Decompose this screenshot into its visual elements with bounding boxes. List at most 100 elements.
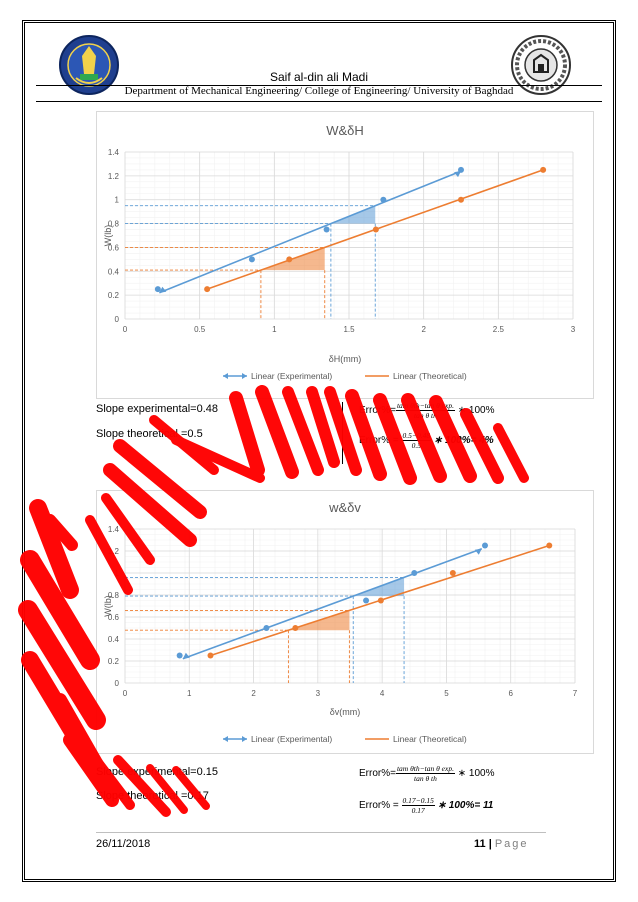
y-tick-label: 1.4 bbox=[108, 148, 120, 157]
x-tick-label: 6 bbox=[508, 689, 513, 698]
error-value-1-fraction: 0.5−0.48 0.5 bbox=[401, 431, 432, 450]
x-tick-label: 1 bbox=[272, 325, 277, 334]
error-value-1-den: 0.5 bbox=[411, 441, 421, 450]
y-tick-label: 0 bbox=[115, 679, 120, 688]
y-tick-label: 1.2 bbox=[108, 547, 120, 556]
data-point-experimental bbox=[482, 542, 488, 549]
data-point-theoretical bbox=[204, 286, 211, 293]
legend-label-experimental: Linear (Experimental) bbox=[251, 371, 332, 381]
footer-page: 11 | Page bbox=[474, 838, 529, 850]
error-formula-2: Error%= tam θth−tan θ exp. tan θ th ∗ 100% bbox=[359, 764, 494, 783]
y-tick-label: 0.2 bbox=[108, 291, 120, 300]
slope-triangle-theoretical bbox=[260, 247, 325, 271]
data-point-theoretical bbox=[292, 625, 299, 631]
legend-arrow-right bbox=[242, 736, 247, 742]
data-point-theoretical bbox=[286, 256, 293, 263]
error-formula-2-prefix: Error%= bbox=[359, 768, 396, 780]
department-line: Department of Mechanical Engineering/ Co… bbox=[124, 85, 514, 97]
trend-arrow-end bbox=[454, 171, 461, 178]
error-value-2-fraction: 0.17−0.15 0.17 bbox=[401, 796, 435, 815]
footer-rule bbox=[96, 832, 546, 833]
error-formula-1-prefix: Error%= bbox=[359, 405, 396, 417]
y-tick-label: 1.4 bbox=[108, 525, 120, 534]
data-point-experimental bbox=[248, 256, 255, 263]
y-tick-label: 0.2 bbox=[108, 657, 120, 666]
chart-w-dv: w&δv 0 0.2 0.4 0.6 0.8 1 1.2 1.4 0 1 2 3 4 5 6 7 δv(mm) W(… bbox=[96, 490, 594, 754]
y-tick-label: 1 bbox=[115, 569, 120, 578]
error-value-2-prefix: Error% = bbox=[359, 800, 399, 812]
page-border bbox=[22, 20, 616, 882]
x-tick-label: 3 bbox=[571, 325, 576, 334]
y-tick-label: 1.2 bbox=[108, 172, 120, 181]
data-point-experimental bbox=[380, 196, 387, 203]
page-separator: | bbox=[488, 838, 492, 850]
author-name: Saif al-din ali Madi bbox=[269, 70, 369, 84]
data-point-experimental bbox=[458, 166, 464, 173]
slope-theoretical-1: Slope theoretical =0.5 bbox=[96, 428, 203, 440]
error-value-1-num: 0.5−0.48 bbox=[401, 431, 432, 441]
error-value-1-suffix: ∗ 100%= 4% bbox=[433, 435, 494, 447]
university-logo-icon bbox=[59, 35, 119, 95]
slope-experimental-2: Slope experimental=0.15 bbox=[96, 766, 218, 778]
y-tick-label: 0.4 bbox=[108, 267, 120, 276]
trendline-experimental bbox=[182, 548, 483, 660]
trend-arrow-start bbox=[182, 652, 190, 659]
page-label: Page bbox=[494, 838, 529, 850]
legend-label-theoretical: Linear (Theoretical) bbox=[393, 371, 467, 381]
header-rule-bottom bbox=[36, 101, 602, 102]
legend-arrow-left bbox=[223, 373, 228, 379]
x-tick-label: 0 bbox=[123, 325, 128, 334]
chart-title: W&δH bbox=[326, 123, 364, 138]
data-point-theoretical bbox=[207, 652, 214, 659]
x-tick-label: 1 bbox=[187, 689, 192, 698]
college-logo-icon bbox=[511, 35, 571, 95]
error-formula-1-fraction: tam θth−tan θ exp. tan θ th bbox=[395, 401, 455, 420]
legend-arrow-right bbox=[242, 373, 247, 379]
x-tick-label: 3 bbox=[316, 689, 321, 698]
divider-line bbox=[342, 402, 343, 464]
data-point-experimental bbox=[323, 226, 330, 233]
y-axis-label: W(lb) bbox=[103, 225, 113, 247]
chart-w-dv-svg: w&δv 0 0.2 0.4 0.6 0.8 1 1.2 1.4 0 1 2 3 4 5 6 7 δv(mm) W(… bbox=[103, 500, 578, 744]
trend-arrow-end bbox=[474, 548, 482, 555]
error-formula-2-num: tam θth−tan θ exp. bbox=[395, 764, 455, 774]
data-point-experimental bbox=[154, 286, 161, 293]
x-tick-label: 2.5 bbox=[493, 325, 505, 334]
error-formula-1-den: tan θ th bbox=[414, 411, 437, 420]
chart-w-dh: W&δH 0 0.2 0.4 0.6 0.8 1 1.2 1.4 0 0.5 1 1.5 2 2.5 3 δH(… bbox=[96, 111, 594, 399]
y-tick-label: 0.8 bbox=[108, 220, 120, 229]
y-tick-label: 0.6 bbox=[108, 243, 120, 252]
data-point-experimental bbox=[411, 570, 418, 576]
y-tick-label: 0.4 bbox=[108, 635, 120, 644]
error-value-2: Error% = 0.17−0.15 0.17 ∗ 100%= 11 bbox=[359, 796, 493, 815]
error-formula-2-suffix: ∗ 100% bbox=[457, 768, 495, 780]
error-value-1: Error% = 0.5−0.48 0.5 ∗ 100%= 4% bbox=[359, 431, 494, 450]
error-formula-1-suffix: ∗ 100% bbox=[457, 405, 495, 417]
error-formula-1: Error%= tam θth−tan θ exp. tan θ th ∗ 100% bbox=[359, 401, 494, 420]
slope-theoretical-2: Slope theoretical =0.17 bbox=[96, 790, 209, 802]
error-formula-2-den: tan θ th bbox=[414, 774, 437, 783]
chart-title: w&δv bbox=[328, 500, 361, 515]
x-tick-label: 5 bbox=[444, 689, 449, 698]
data-point-theoretical bbox=[372, 226, 379, 233]
x-axis-label: δH(mm) bbox=[329, 354, 362, 364]
header-rule-top bbox=[36, 85, 602, 86]
slope-experimental-1: Slope experimental=0.48 bbox=[96, 403, 218, 415]
x-tick-label: 0 bbox=[123, 689, 128, 698]
data-point-experimental bbox=[176, 652, 183, 659]
data-point-experimental bbox=[263, 625, 270, 631]
y-tick-label: 0.8 bbox=[108, 591, 120, 600]
x-axis-label: δv(mm) bbox=[330, 707, 361, 717]
data-point-theoretical bbox=[458, 196, 464, 203]
legend-label-theoretical: Linear (Theoretical) bbox=[393, 734, 467, 744]
x-tick-label: 4 bbox=[380, 689, 385, 698]
data-point-theoretical bbox=[540, 166, 547, 173]
x-tick-label: 7 bbox=[573, 689, 578, 698]
page-number: 11 bbox=[474, 838, 486, 850]
legend-arrow-left bbox=[223, 736, 228, 742]
x-tick-label: 2 bbox=[421, 325, 426, 334]
data-point-theoretical bbox=[546, 542, 553, 549]
error-value-2-num: 0.17−0.15 bbox=[401, 796, 435, 806]
trendline-experimental bbox=[159, 170, 462, 294]
legend-label-experimental: Linear (Experimental) bbox=[251, 734, 332, 744]
